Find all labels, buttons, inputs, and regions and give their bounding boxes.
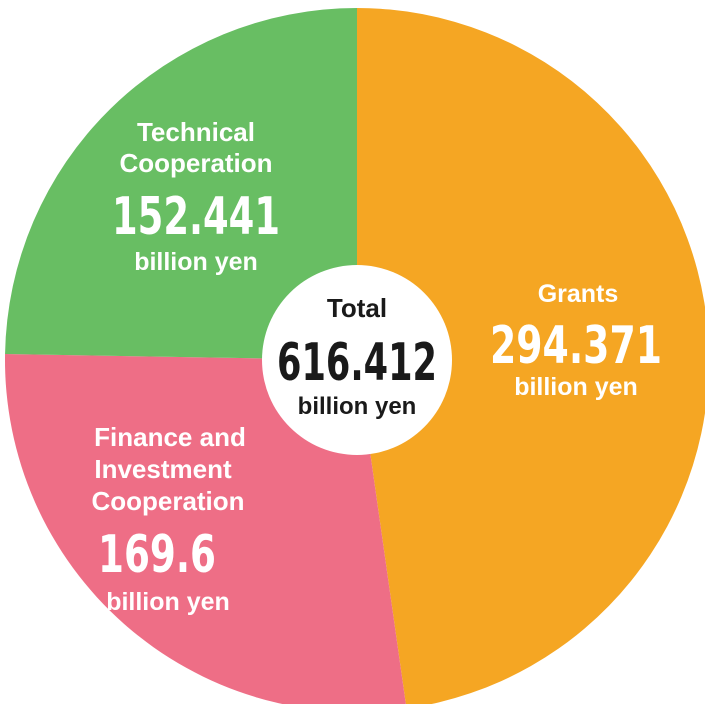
slice-technical-cooperation <box>5 8 358 360</box>
finance-investment-unit: billion yen <box>106 588 230 616</box>
slice-label-grants: Grants 294.371 billion yen <box>490 280 662 401</box>
slice-grants <box>357 8 705 704</box>
finance-investment-label-line1: Finance and <box>94 422 246 452</box>
finance-investment-value: 169.6 <box>98 525 216 585</box>
slice-label-technical-cooperation: Technical Cooperation 152.441 billion ye… <box>112 117 280 276</box>
pie-slices <box>5 8 705 704</box>
total-unit: billion yen <box>298 393 417 420</box>
technical-cooperation-label-line2: Cooperation <box>119 148 272 178</box>
technical-cooperation-value: 152.441 <box>112 187 280 247</box>
total-value: 616.412 <box>277 333 437 393</box>
total-label: Total <box>327 293 387 323</box>
technical-cooperation-unit: billion yen <box>134 248 258 276</box>
finance-investment-label-line2: Investment <box>94 454 232 484</box>
technical-cooperation-label-line1: Technical <box>137 117 255 147</box>
slice-finance-investment-cooperation <box>5 354 406 704</box>
finance-investment-label-line3: Cooperation <box>91 486 244 516</box>
grants-unit: billion yen <box>514 373 638 401</box>
total-label-group: Total 616.412 billion yen <box>277 293 437 420</box>
center-circle <box>262 265 452 455</box>
grants-value: 294.371 <box>490 316 662 376</box>
slice-label-finance-investment-cooperation: Finance and Investment Cooperation 169.6… <box>91 422 245 616</box>
grants-label: Grants <box>538 280 619 308</box>
